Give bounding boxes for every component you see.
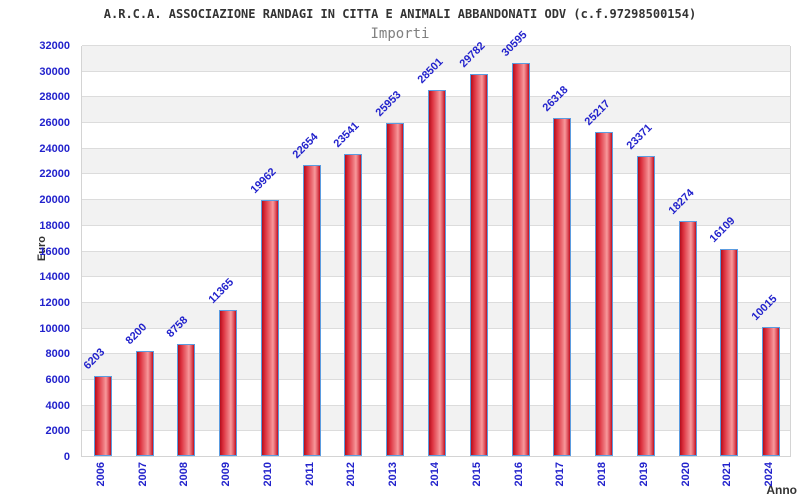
bar bbox=[469, 73, 488, 456]
bar bbox=[511, 63, 530, 456]
y-tick-label: 32000 bbox=[39, 40, 70, 52]
y-tick-label: 0 bbox=[63, 451, 70, 463]
bar bbox=[344, 153, 363, 456]
x-tick-label: 2012 bbox=[345, 462, 358, 487]
x-tick-label: 2017 bbox=[554, 462, 567, 487]
y-tick-label: 10000 bbox=[39, 322, 70, 335]
x-tick-label: 2008 bbox=[178, 462, 191, 487]
x-tick-label: 2006 bbox=[94, 462, 107, 487]
y-tick-label: 2000 bbox=[45, 425, 70, 438]
y-tick-label: 6000 bbox=[45, 373, 70, 386]
y-tick-label: 8000 bbox=[45, 348, 70, 361]
y-tick-label: 12000 bbox=[39, 296, 70, 309]
y-tick-label: 26000 bbox=[39, 117, 70, 130]
y-tick-label: 24000 bbox=[39, 142, 70, 155]
x-tick-label: 2010 bbox=[261, 462, 274, 487]
x-tick-label: 2016 bbox=[512, 462, 525, 487]
x-tick-label: 2014 bbox=[429, 462, 441, 487]
y-tick-label: 14000 bbox=[39, 271, 70, 284]
x-tick-label: 2024 bbox=[763, 462, 776, 487]
chart-title: A.R.C.A. ASSOCIAZIONE RANDAGI IN CITTA E… bbox=[103, 7, 697, 21]
chart-subtitle: Importi bbox=[370, 26, 430, 42]
y-tick-label: 28000 bbox=[39, 91, 70, 104]
x-tick-label: 2021 bbox=[721, 462, 734, 487]
x-tick-label: 2015 bbox=[470, 462, 483, 487]
plot-area: 6203 8200 8758 11365 19962 22654 23541 25953 285… bbox=[81, 29, 791, 457]
bar bbox=[678, 221, 697, 456]
x-tick-label: 2020 bbox=[679, 462, 692, 487]
y-tick-label: 22000 bbox=[39, 168, 70, 181]
bar bbox=[302, 165, 321, 456]
y-tick-label: 4000 bbox=[45, 399, 70, 412]
x-tick-label: 2011 bbox=[303, 462, 316, 486]
bar bbox=[553, 117, 572, 456]
bar bbox=[636, 155, 655, 456]
bar bbox=[720, 249, 739, 456]
x-tick-label: 2019 bbox=[637, 462, 650, 487]
y-tick-label: 20000 bbox=[39, 194, 70, 207]
bar bbox=[260, 199, 279, 456]
bar bbox=[135, 350, 154, 456]
bar bbox=[386, 122, 405, 456]
bar bbox=[428, 89, 446, 456]
x-tick-label: 2007 bbox=[136, 462, 149, 487]
x-tick-label: 2013 bbox=[387, 462, 400, 487]
grid-band bbox=[82, 45, 790, 71]
x-axis-title: Anno bbox=[766, 483, 797, 497]
y-tick-label: 30000 bbox=[39, 65, 70, 78]
bar bbox=[219, 310, 238, 456]
bar bbox=[595, 132, 614, 456]
bar bbox=[93, 376, 112, 456]
y-tick-label: 16000 bbox=[39, 245, 70, 258]
bar bbox=[177, 343, 196, 456]
y-tick-label: 18000 bbox=[39, 219, 70, 232]
x-tick-label: 2009 bbox=[220, 462, 233, 487]
bar bbox=[762, 327, 781, 456]
x-tick-label: 2018 bbox=[596, 462, 609, 487]
